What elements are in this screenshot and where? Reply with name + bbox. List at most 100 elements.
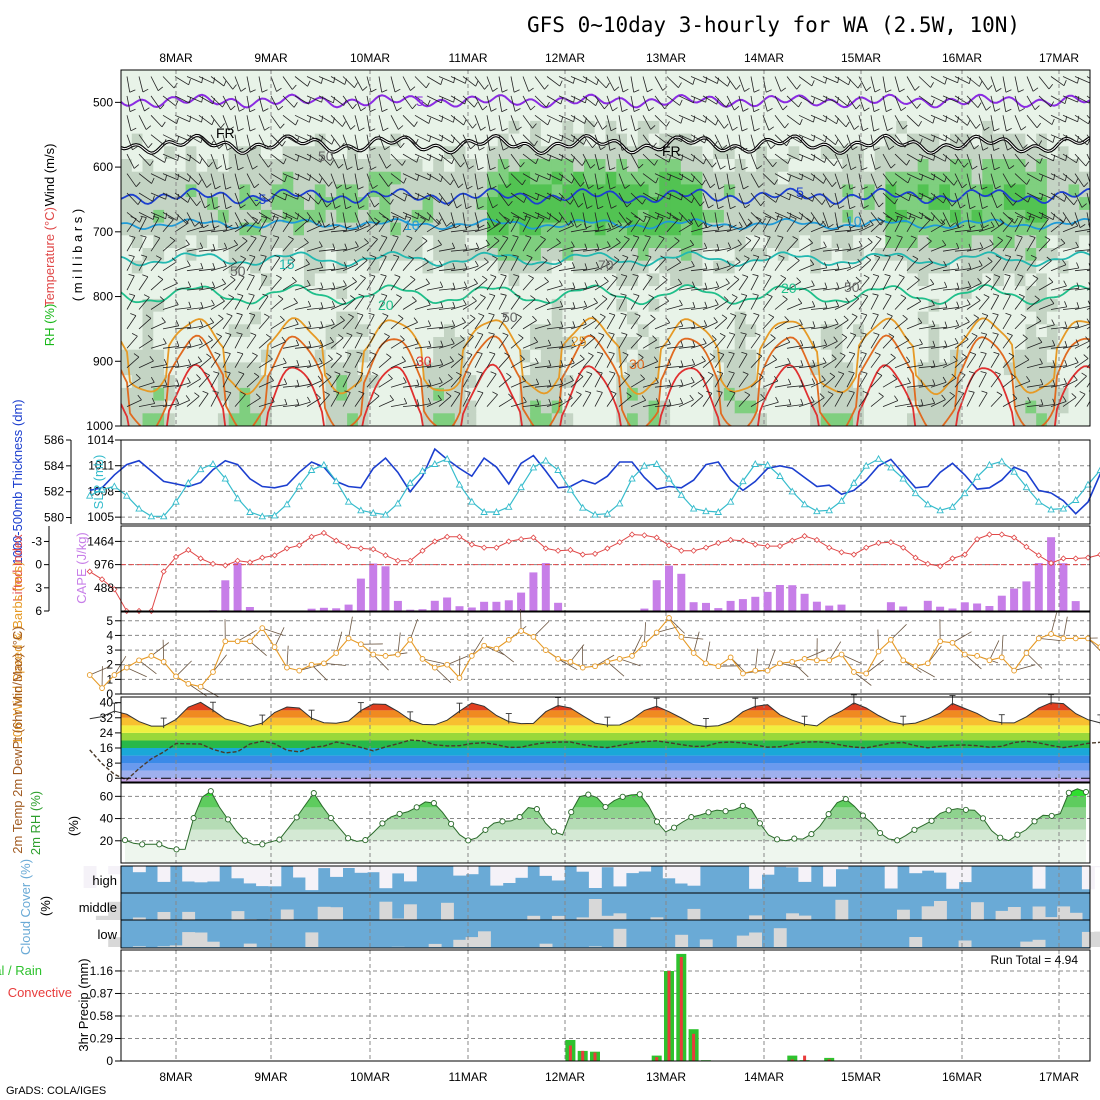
rh-cell — [131, 235, 144, 249]
rh-cell — [228, 70, 241, 84]
rh-cell — [368, 108, 380, 122]
wind-barb-flag — [157, 86, 164, 92]
wind-barb-flag — [187, 377, 191, 383]
wind-barb — [582, 285, 599, 291]
rh-cell — [422, 171, 434, 185]
rh-cell — [540, 82, 553, 96]
rh-cell — [1046, 298, 1059, 313]
rh-cell — [293, 273, 305, 287]
wind-barb — [318, 268, 335, 272]
rh-cell — [723, 209, 736, 224]
wind-barb — [822, 323, 839, 330]
wind-barb — [582, 248, 599, 252]
wind-barb — [726, 226, 743, 233]
wind-barb-flag — [439, 260, 443, 267]
wind-barb-flag — [288, 235, 294, 240]
wind-barb-flag — [600, 146, 606, 151]
wind-barb — [198, 393, 209, 407]
wind-barb-flag — [808, 238, 813, 244]
wind-barb — [702, 95, 717, 105]
wind-barb-flag — [717, 205, 724, 210]
wind-barb — [162, 304, 179, 310]
wind-barb-flag — [811, 80, 815, 87]
wind-barb-flag — [139, 216, 143, 223]
rh-cell — [874, 222, 887, 236]
wind-barb — [834, 373, 845, 388]
wind-barb-flag — [215, 185, 221, 190]
wind-barb-flag — [597, 186, 604, 190]
wind-barb — [462, 173, 468, 190]
rh-cell — [1025, 337, 1037, 351]
wind-barb-flag — [518, 144, 524, 150]
wind-barb — [474, 226, 491, 233]
rh-cell — [702, 375, 714, 389]
rh-cell — [508, 235, 520, 249]
wind-barb-flag — [874, 88, 881, 93]
rh-cell — [562, 184, 574, 198]
wind-barb — [174, 192, 189, 203]
rh-cell — [271, 362, 284, 376]
rh-cell — [627, 273, 639, 287]
wind-barb-flag — [782, 295, 788, 300]
wind-barb — [198, 134, 211, 147]
rh-cell — [993, 298, 1005, 313]
wind-barb — [342, 76, 355, 88]
rh-cell — [842, 286, 854, 300]
rh-cell — [551, 337, 564, 351]
wind-barb-flag — [358, 390, 365, 394]
wind-barb-flag — [716, 371, 723, 374]
rh-cell — [584, 235, 596, 249]
wind-barb — [678, 212, 691, 225]
rh-cell — [691, 311, 703, 325]
rh-cell — [810, 413, 822, 426]
rh-cell — [174, 133, 187, 147]
wind-barb — [474, 212, 480, 229]
rh-cell — [207, 82, 219, 96]
wind-barb — [882, 295, 892, 310]
wind-barb-flag — [895, 216, 899, 222]
wind-barb — [498, 153, 506, 170]
rh-cell — [573, 362, 585, 376]
rh-cell — [1057, 159, 1070, 173]
wind-barb — [618, 314, 627, 330]
rh-cell — [896, 362, 908, 376]
rh-cell — [304, 349, 316, 363]
rh-cell — [379, 400, 391, 414]
rh-cell — [164, 235, 176, 249]
wind-barb — [894, 76, 900, 93]
rh-cell — [1057, 82, 1070, 96]
wind-barb-flag — [413, 317, 418, 323]
wind-barb-flag — [680, 360, 684, 367]
rh-cell — [293, 375, 305, 389]
rh-cell — [810, 349, 822, 363]
wind-barb — [618, 173, 626, 189]
rh-cell — [562, 171, 574, 185]
wind-barb-flag — [921, 193, 924, 200]
wind-barb — [234, 314, 243, 330]
wind-barb — [138, 212, 154, 220]
wind-barb-flag — [319, 357, 323, 364]
rh-cell — [1003, 273, 1016, 287]
wind-barb — [702, 249, 719, 252]
wind-barb-flag — [185, 395, 191, 401]
rh-cell — [174, 70, 187, 84]
wind-barb-flag — [604, 104, 609, 110]
wind-barb — [294, 285, 311, 291]
wind-barb — [282, 302, 298, 310]
rh-cell — [196, 70, 208, 84]
wind-barb — [126, 95, 131, 112]
wind-barb-flag — [560, 340, 564, 347]
wind-barb — [342, 134, 350, 150]
wind-barb-flag — [681, 135, 684, 142]
wind-barb — [738, 192, 746, 209]
rh-cell — [551, 273, 564, 287]
rh-cell — [939, 260, 951, 274]
rh-cell — [788, 159, 800, 173]
rh-cell — [584, 95, 596, 109]
rh-cell — [454, 349, 467, 363]
wind-barb-flag — [653, 356, 659, 362]
day-label-top: 8MAR — [159, 51, 193, 65]
wind-barb-flag — [394, 274, 401, 278]
rh-cell — [648, 248, 660, 262]
wind-barb — [414, 134, 430, 143]
